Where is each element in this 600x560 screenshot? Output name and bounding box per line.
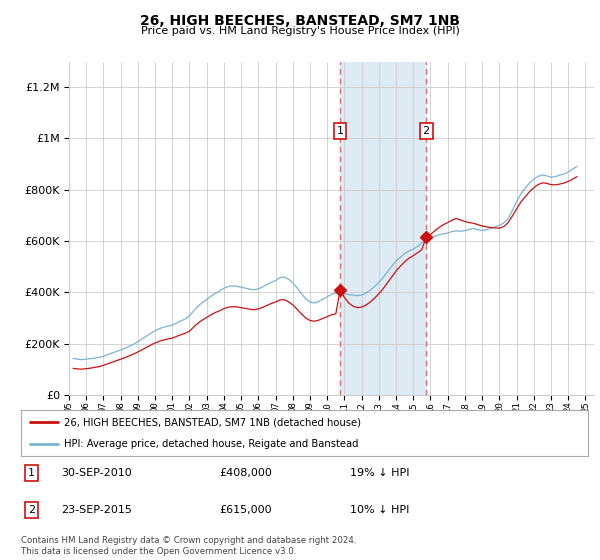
Text: 10% ↓ HPI: 10% ↓ HPI <box>350 505 409 515</box>
Text: 26, HIGH BEECHES, BANSTEAD, SM7 1NB (detached house): 26, HIGH BEECHES, BANSTEAD, SM7 1NB (det… <box>64 417 361 427</box>
Text: 23-SEP-2015: 23-SEP-2015 <box>61 505 131 515</box>
Bar <box>340 62 426 395</box>
Text: 1: 1 <box>337 126 344 136</box>
Text: 30-SEP-2010: 30-SEP-2010 <box>61 468 131 478</box>
Text: 26, HIGH BEECHES, BANSTEAD, SM7 1NB: 26, HIGH BEECHES, BANSTEAD, SM7 1NB <box>140 14 460 28</box>
Text: 19% ↓ HPI: 19% ↓ HPI <box>350 468 409 478</box>
Text: HPI: Average price, detached house, Reigate and Banstead: HPI: Average price, detached house, Reig… <box>64 440 358 450</box>
Text: Price paid vs. HM Land Registry's House Price Index (HPI): Price paid vs. HM Land Registry's House … <box>140 26 460 36</box>
Text: 2: 2 <box>422 126 430 136</box>
Text: 2: 2 <box>28 505 35 515</box>
Text: £408,000: £408,000 <box>220 468 272 478</box>
Text: £615,000: £615,000 <box>220 505 272 515</box>
Text: Contains HM Land Registry data © Crown copyright and database right 2024.
This d: Contains HM Land Registry data © Crown c… <box>21 536 356 556</box>
Text: 1: 1 <box>28 468 35 478</box>
